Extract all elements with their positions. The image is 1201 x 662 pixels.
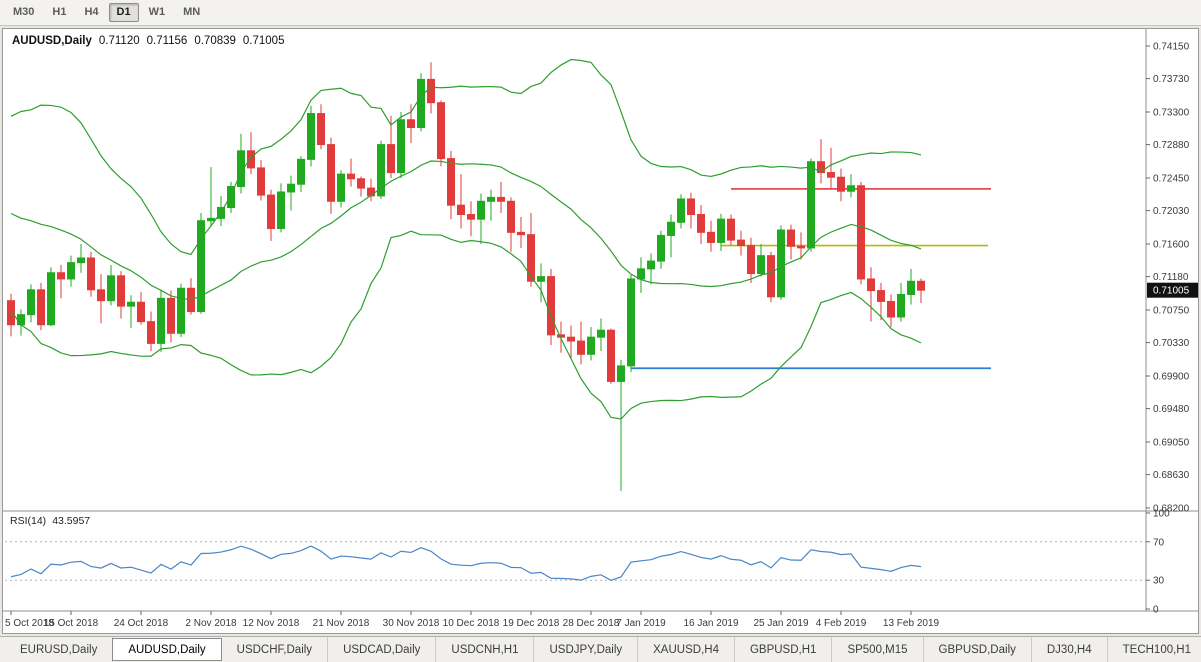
timeframe-toolbar: M30 H1 H4 D1 W1 MN — [0, 0, 1201, 26]
chart-window: 0.74150 0.73730 0.73300 0.72880 0.72450 0.720… — [2, 28, 1199, 634]
chart-tab-tech100-h1[interactable]: TECH100,H1 — [1108, 637, 1201, 662]
rsi-name-label: RSI(14) — [10, 515, 47, 527]
time-scale-label: 28 Dec 2018 — [563, 618, 620, 629]
bollinger-band-lower — [10, 230, 922, 420]
ohlc-low-value: 0.70839 — [194, 35, 236, 47]
time-scale-label: 13 Feb 2019 — [883, 618, 940, 629]
chart-tab-gbpusd-daily[interactable]: GBPUSD,Daily — [924, 637, 1032, 662]
time-scale-label: 2 Nov 2018 — [185, 618, 237, 629]
timeframe-button-mn[interactable]: MN — [183, 6, 201, 18]
price-scale-label: 0.74150 — [1153, 42, 1190, 53]
chart-tab-usdchf-daily[interactable]: USDCHF,Daily — [222, 637, 329, 662]
rsi-line — [10, 545, 922, 581]
price-scale-label: 0.73300 — [1153, 108, 1190, 119]
rsi-scale-label: 30 — [1153, 576, 1165, 587]
chart-tab-dj30-h4[interactable]: DJ30,H4 — [1032, 637, 1108, 662]
time-scale-label: 16 Jan 2019 — [683, 618, 738, 629]
price-scale-label: 0.69050 — [1153, 438, 1190, 449]
time-scale-label: 5 Oct 2018 — [5, 618, 54, 629]
price-scale-label: 0.73730 — [1153, 74, 1190, 85]
price-scale-label: 0.70750 — [1153, 306, 1190, 317]
ohlc-high-value: 0.71156 — [146, 35, 188, 47]
chart-tabs-bar: EURUSD,Daily AUDUSD,Daily USDCHF,Daily USDC… — [0, 636, 1201, 662]
ohlc-close-value: 0.71005 — [242, 35, 285, 47]
chart-symbol-label: AUDUSD,Daily — [12, 35, 92, 47]
rsi-scale-label: 100 — [1153, 509, 1170, 520]
price-scale-label: 0.69900 — [1153, 372, 1190, 383]
timeframe-button-h4[interactable]: H4 — [84, 6, 99, 18]
time-scale-label: 4 Feb 2019 — [816, 618, 867, 629]
rsi-scale-label: 0 — [1153, 605, 1159, 616]
chart-tab-sp500-m15[interactable]: SP500,M15 — [832, 637, 924, 662]
chart-tab-audusd-daily[interactable]: AUDUSD,Daily — [112, 638, 222, 661]
current-price-badge-value: 0.71005 — [1153, 286, 1190, 297]
rsi-scale-label: 70 — [1153, 537, 1165, 548]
time-scale-label: 10 Dec 2018 — [443, 618, 500, 629]
chart-tab-xauusd-h4[interactable]: XAUUSD,H4 — [638, 637, 735, 662]
price-scale-label: 0.71600 — [1153, 240, 1190, 251]
time-scale-label: 30 Nov 2018 — [383, 618, 440, 629]
price-scale-label: 0.72450 — [1153, 174, 1190, 185]
price-scale-label: 0.68200 — [1153, 504, 1190, 515]
chart-tab-usdcad-daily[interactable]: USDCAD,Daily — [328, 637, 437, 662]
timeframe-button-d1[interactable]: D1 — [108, 3, 139, 22]
timeframe-button-m30[interactable]: M30 — [13, 6, 35, 18]
chart-tab-usdcnh-h1[interactable]: USDCNH,H1 — [436, 637, 535, 662]
chart-tab-usdjpy-daily[interactable]: USDJPY,Daily — [534, 637, 639, 662]
time-scale-label: 24 Oct 2018 — [114, 618, 169, 629]
candles-layer — [7, 62, 925, 491]
rsi-indicator-label: RSI(14) 43.5957 — [10, 515, 90, 527]
price-scale-label: 0.69480 — [1153, 404, 1190, 415]
ohlc-open-value: 0.71120 — [98, 35, 140, 47]
time-scale-label: 12 Nov 2018 — [243, 618, 300, 629]
price-scale-label: 0.68630 — [1153, 470, 1190, 481]
rsi-value-label: 43.5957 — [52, 515, 91, 527]
bollinger-band-upper — [10, 58, 922, 256]
chart-tab-gbpusd-h1[interactable]: GBPUSD,H1 — [735, 637, 833, 662]
price-scale-label: 0.71180 — [1153, 272, 1189, 283]
price-scale-label: 0.72030 — [1153, 206, 1190, 217]
time-scale-label: 7 Jan 2019 — [616, 618, 666, 629]
timeframe-button-w1[interactable]: W1 — [148, 6, 166, 18]
chart-tab-eurusd-daily[interactable]: EURUSD,Daily — [5, 637, 114, 662]
time-scale-label: 25 Jan 2019 — [753, 618, 808, 629]
time-scale-label: 19 Dec 2018 — [503, 618, 560, 629]
timeframe-button-h1[interactable]: H1 — [52, 6, 67, 18]
bollinger-band-middle — [10, 160, 922, 301]
chart-title: AUDUSD,Daily 0.71120 0.71156 0.70839 0.7… — [12, 35, 284, 47]
current-price-badge — [1147, 282, 1198, 298]
time-scale-label: 15 Oct 2018 — [44, 618, 99, 629]
chart-canvas[interactable]: 0.74150 0.73730 0.73300 0.72880 0.72450 0.720… — [3, 29, 1198, 633]
price-scale-label: 0.70330 — [1153, 338, 1190, 349]
price-scale-label: 0.72880 — [1153, 140, 1190, 151]
time-scale-label: 21 Nov 2018 — [313, 618, 370, 629]
